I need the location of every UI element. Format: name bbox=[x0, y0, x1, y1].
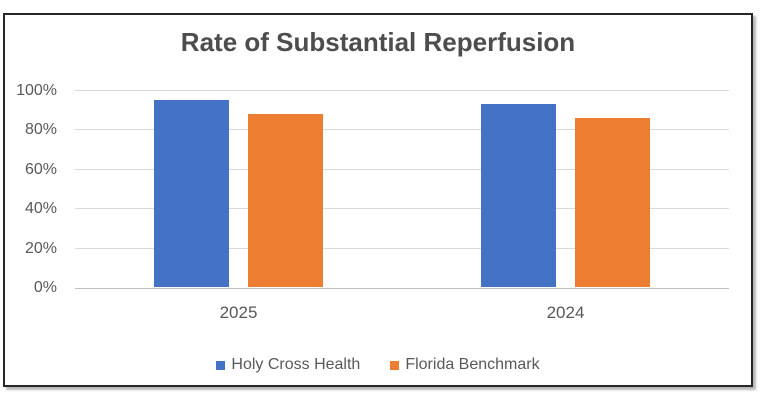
gridline bbox=[75, 208, 729, 210]
bar-2024-florida-benchmark bbox=[575, 118, 650, 287]
legend-label: Florida Benchmark bbox=[405, 356, 540, 373]
x-axis: 2025 2024 bbox=[75, 303, 729, 325]
x-category-label: 2025 bbox=[219, 303, 258, 322]
gridline bbox=[75, 129, 729, 131]
y-tick-label: 100% bbox=[16, 82, 57, 99]
bar-2025-holy-cross-health bbox=[154, 100, 229, 287]
legend: Holy Cross Health Florida Benchmark bbox=[5, 356, 751, 374]
y-tick-label: 80% bbox=[24, 121, 57, 139]
gridline bbox=[75, 247, 729, 249]
y-axis: 0% 20% 40% 60% 80% 100% bbox=[5, 82, 57, 296]
x-category-label: 2024 bbox=[546, 303, 585, 322]
y-tick-label: 0% bbox=[33, 279, 57, 296]
x-axis-line bbox=[75, 288, 729, 289]
plot-area bbox=[75, 90, 729, 289]
gridline bbox=[75, 90, 729, 91]
y-tick-label: 60% bbox=[24, 160, 57, 178]
bar-2024-holy-cross-health bbox=[481, 104, 556, 287]
legend-swatch-icon bbox=[216, 360, 226, 370]
chart-frame: Rate of Substantial Reperfusion 0% 20% 40%… bbox=[3, 13, 753, 387]
legend-item: Holy Cross Health bbox=[216, 356, 360, 374]
gridline bbox=[75, 168, 729, 170]
y-tick-label: 20% bbox=[24, 239, 57, 257]
bar-2025-florida-benchmark bbox=[248, 114, 323, 287]
legend-swatch-icon bbox=[390, 360, 400, 370]
chart-title: Rate of Substantial Reperfusion bbox=[180, 27, 576, 57]
legend-item: Florida Benchmark bbox=[390, 356, 540, 374]
legend-label: Holy Cross Health bbox=[231, 356, 361, 373]
y-tick-label: 40% bbox=[24, 200, 57, 218]
